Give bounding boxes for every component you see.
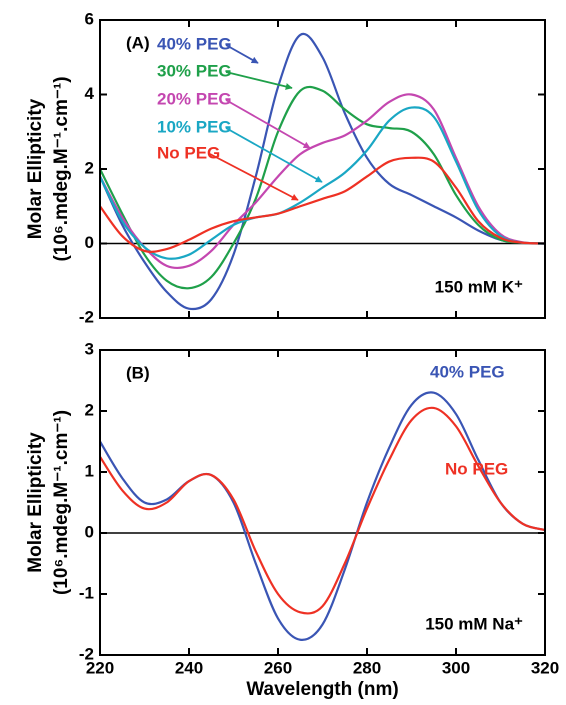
y-tick-label: 1: [85, 461, 94, 480]
x-tick-label: 220: [86, 658, 114, 677]
y-tick-label: -1: [79, 583, 94, 602]
x-tick-label: 260: [264, 658, 292, 677]
series-label: 30% PEG: [157, 61, 232, 80]
x-axis-title: Wavelength (nm): [246, 679, 398, 700]
y-tick-label: 2: [85, 158, 94, 177]
x-tick-label: 240: [175, 658, 203, 677]
condition-label: 150 mM K⁺: [435, 277, 523, 296]
condition-label: 150 mM Na⁺: [425, 614, 523, 633]
panel-label: (B): [126, 363, 150, 382]
y-tick-label: 3: [85, 339, 94, 358]
x-tick-label: 320: [531, 658, 559, 677]
annotation-arrow: [225, 99, 311, 149]
panel-label: (A): [126, 33, 150, 52]
series-label: 20% PEG: [157, 89, 232, 108]
data-line: [99, 391, 546, 641]
x-tick-label: 280: [353, 658, 381, 677]
x-tick-label: 300: [442, 658, 470, 677]
y-tick-label: 6: [85, 9, 94, 28]
annotation-arrow: [209, 153, 299, 201]
data-line: [99, 106, 546, 260]
y-axis-title: Molar Ellipticity: [25, 432, 46, 573]
y-tick-label: 2: [85, 400, 94, 419]
y-tick-label: 0: [85, 522, 94, 541]
y-axis-title: Molar Ellipticity: [25, 98, 46, 239]
data-line: [99, 93, 546, 270]
y-tick-label: 4: [85, 84, 95, 103]
series-label: 10% PEG: [157, 117, 232, 136]
data-line: [99, 85, 546, 290]
data-line: [99, 32, 546, 311]
annotation-arrow: [225, 71, 293, 90]
y-axis-title: (10⁶.mdeg.M⁻¹.cm⁻¹): [51, 410, 72, 595]
annotation-arrow: [225, 44, 259, 64]
y-tick-label: -2: [79, 307, 94, 326]
y-axis-title: (10⁶.mdeg.M⁻¹.cm⁻¹): [51, 76, 72, 261]
series-label: No PEG: [445, 459, 508, 478]
series-label: 40% PEG: [430, 362, 505, 381]
data-line: [99, 156, 546, 253]
data-line: [99, 406, 546, 615]
y-tick-label: -2: [79, 644, 94, 663]
series-label: 40% PEG: [157, 34, 232, 53]
annotation-arrow: [225, 127, 323, 183]
series-label: No PEG: [157, 143, 220, 162]
y-tick-label: 0: [85, 233, 94, 252]
plot-frame: [99, 349, 546, 656]
